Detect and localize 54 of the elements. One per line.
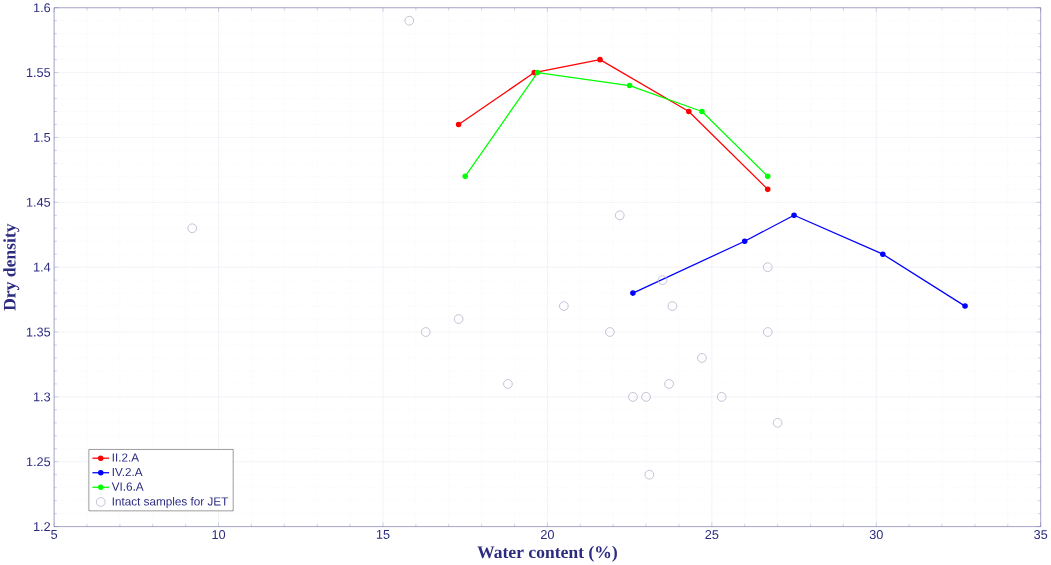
point <box>741 238 748 245</box>
point <box>597 56 603 63</box>
legend-label: II.2.A <box>112 453 140 462</box>
legend-label: Intact samples for JET <box>112 497 229 508</box>
point <box>626 82 633 89</box>
x-tick-label: 30 <box>869 530 883 540</box>
legend-label: IV.2.A <box>112 467 143 477</box>
point <box>628 392 638 402</box>
point <box>187 223 198 234</box>
point <box>630 290 636 296</box>
x-tick-label: 15 <box>376 530 390 539</box>
x-tick-label: 25 <box>705 530 719 540</box>
point <box>764 173 771 180</box>
y-tick-label: 1.4 <box>33 262 51 272</box>
y-tick-label: 1.55 <box>26 68 51 78</box>
point <box>762 262 773 272</box>
point <box>462 173 468 180</box>
point <box>772 418 783 428</box>
y-tick-label: 1.25 <box>26 457 51 467</box>
point <box>697 353 707 363</box>
point <box>764 186 771 193</box>
y-tick-label: 1.3 <box>33 392 51 402</box>
x-tick-label: 5 <box>51 530 58 539</box>
point <box>644 469 655 480</box>
y-tick-label: 1.6 <box>33 3 51 13</box>
point <box>605 327 615 337</box>
x-tick-label: 35 <box>1034 530 1048 540</box>
point <box>791 212 797 219</box>
point <box>559 301 569 311</box>
point <box>667 301 678 311</box>
y-tick-label: 1.2 <box>33 522 51 532</box>
point <box>614 210 625 221</box>
point <box>453 314 464 324</box>
point <box>962 303 968 309</box>
y-axis-title: Dry density <box>3 223 20 311</box>
point <box>664 379 674 389</box>
legend-label: VI.6.A <box>111 482 144 491</box>
y-tick-label: 1.5 <box>33 133 51 142</box>
point <box>686 108 692 115</box>
point <box>420 327 431 337</box>
point <box>455 121 462 128</box>
y-tick-label: 1.45 <box>26 197 51 207</box>
point <box>657 275 668 285</box>
point <box>880 251 886 258</box>
point <box>699 108 705 115</box>
x-tick-label: 20 <box>540 530 554 540</box>
point <box>762 327 773 337</box>
point <box>716 392 727 402</box>
point <box>641 392 651 402</box>
y-tick-label: 1.35 <box>26 327 51 337</box>
x-axis-title: Water content (%) <box>477 545 617 562</box>
point <box>404 15 415 26</box>
point <box>503 379 513 389</box>
x-tick-label: 10 <box>212 530 226 540</box>
